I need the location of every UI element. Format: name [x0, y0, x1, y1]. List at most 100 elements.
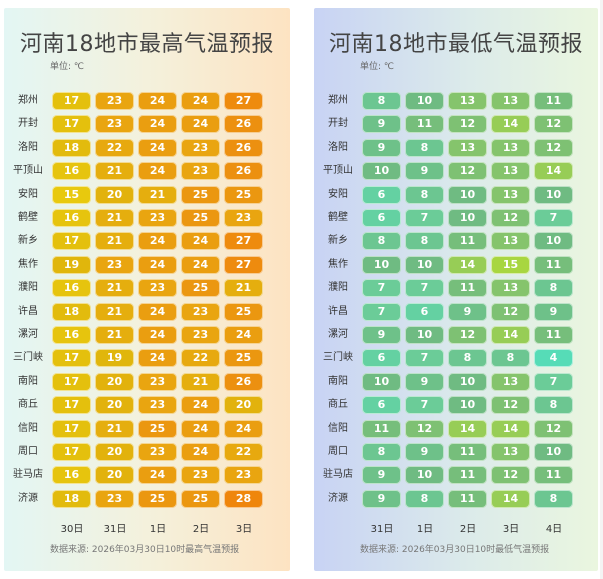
high-temp-value-cell: 23 [95, 115, 134, 134]
low-temp-city-label: 洛阳 [328, 141, 348, 153]
low-temp-value-cell: 11 [534, 466, 573, 485]
high-temp-city-label: 新乡 [18, 235, 38, 247]
low-temp-city-label: 平顶山 [323, 165, 353, 177]
low-temp-value-cell: 10 [534, 232, 573, 251]
low-temp-value-cell: 7 [405, 209, 444, 227]
high-temp-city-label: 信阳 [18, 422, 38, 434]
low-temp-value-cell: 13 [491, 372, 530, 391]
low-temp-value-cell: 6 [405, 302, 444, 321]
high-temp-value-cell: 23 [181, 302, 220, 321]
high-temp-value-cell: 23 [138, 396, 177, 415]
low-temp-value-cell: 7 [534, 209, 573, 227]
high-temp-value-cell: 20 [95, 396, 134, 415]
low-temp-value-cell: 9 [405, 443, 444, 461]
high-temp-value-cell: 21 [95, 209, 134, 227]
high-temp-value-cell: 23 [181, 326, 220, 344]
low-temp-value-cell: 14 [534, 162, 573, 181]
high-temp-value-cell: 17 [52, 115, 91, 134]
low-temp-value-cell: 8 [405, 232, 444, 251]
high-temp-value-cell: 25 [181, 279, 220, 298]
high-temp-value-cell: 24 [224, 419, 263, 438]
low-temp-value-cell: 7 [405, 396, 444, 415]
high-temp-value-cell: 17 [52, 92, 91, 110]
high-temp-value-cell: 24 [181, 255, 220, 274]
high-temp-value-cell: 22 [95, 138, 134, 157]
low-temp-value-cell: 11 [448, 489, 487, 508]
high-temp-value-cell: 21 [95, 232, 134, 251]
high-temp-value-cell: 15 [52, 185, 91, 204]
high-temp-panel: 河南18地市最高气温预报 单位: ℃ 郑州 17 23 24 24 27 开封 17 23 24 2… [4, 8, 290, 571]
low-temp-value-cell: 10 [362, 162, 401, 181]
high-temp-city-label: 焦作 [18, 258, 38, 270]
high-temp-value-cell: 27 [224, 92, 263, 110]
low-temp-city-label: 焦作 [328, 258, 348, 270]
low-temp-value-cell: 11 [448, 232, 487, 251]
high-temp-value-cell: 24 [138, 466, 177, 485]
high-temp-value-cell: 18 [52, 138, 91, 157]
low-temp-value-cell: 8 [405, 489, 444, 508]
low-temp-value-cell: 6 [362, 396, 401, 415]
low-temp-value-cell: 14 [448, 419, 487, 438]
low-temp-value-cell: 10 [405, 466, 444, 485]
low-temp-day-label: 3日 [502, 524, 520, 535]
high-temp-value-cell: 24 [181, 419, 220, 438]
high-temp-value-cell: 25 [224, 349, 263, 368]
low-temp-value-cell: 9 [362, 466, 401, 485]
high-temp-city-label: 南阳 [18, 375, 38, 387]
high-temp-value-cell: 23 [138, 443, 177, 461]
low-temp-city-label: 开封 [328, 118, 348, 130]
low-temp-value-cell: 9 [405, 372, 444, 391]
low-temp-value-cell: 12 [491, 302, 530, 321]
high-temp-value-cell: 23 [95, 92, 134, 110]
high-temp-value-cell: 24 [138, 255, 177, 274]
high-temp-value-cell: 21 [224, 279, 263, 298]
high-temp-day-label: 2日 [192, 524, 210, 535]
low-temp-city-label: 鹤壁 [328, 212, 348, 223]
high-temp-day-label: 1日 [149, 524, 167, 535]
high-temp-value-cell: 18 [52, 489, 91, 508]
high-temp-value-cell: 24 [138, 302, 177, 321]
low-temp-value-cell: 11 [448, 466, 487, 485]
high-temp-value-cell: 22 [224, 443, 263, 461]
low-temp-value-cell: 11 [405, 115, 444, 134]
low-temp-value-cell: 10 [362, 372, 401, 391]
low-temp-value-cell: 9 [448, 302, 487, 321]
high-temp-city-label: 许昌 [18, 305, 38, 317]
high-temp-value-cell: 16 [52, 209, 91, 227]
high-temp-value-cell: 23 [181, 162, 220, 181]
low-temp-value-cell: 14 [491, 115, 530, 134]
low-temp-value-cell: 7 [362, 302, 401, 321]
low-temp-city-label: 济源 [328, 492, 348, 504]
high-temp-value-cell: 21 [95, 326, 134, 344]
low-temp-value-cell: 11 [534, 255, 573, 274]
high-temp-value-cell: 24 [138, 162, 177, 181]
low-temp-value-cell: 10 [405, 92, 444, 110]
high-temp-value-cell: 27 [224, 255, 263, 274]
high-temp-value-cell: 23 [138, 372, 177, 391]
low-temp-value-cell: 13 [491, 92, 530, 110]
low-temp-value-cell: 8 [534, 279, 573, 298]
high-temp-city-label: 三门峡 [13, 352, 43, 364]
low-temp-value-cell: 12 [491, 209, 530, 227]
low-temp-day-label: 31日 [370, 524, 394, 535]
high-temp-value-cell: 20 [95, 443, 134, 461]
low-temp-value-cell: 11 [362, 419, 401, 438]
high-temp-value-cell: 24 [138, 326, 177, 344]
high-temp-value-cell: 23 [181, 138, 220, 157]
low-temp-value-cell: 12 [491, 466, 530, 485]
low-temp-value-cell: 11 [448, 443, 487, 461]
high-temp-value-cell: 19 [52, 255, 91, 274]
high-temp-value-cell: 27 [224, 232, 263, 251]
high-temp-value-cell: 26 [224, 115, 263, 134]
high-temp-city-label: 平顶山 [13, 165, 43, 177]
low-temp-value-cell: 12 [448, 115, 487, 134]
high-temp-city-label: 郑州 [18, 95, 38, 106]
low-temp-value-cell: 12 [491, 396, 530, 415]
high-temp-source: 数据来源: 2026年03月30日10时最高气温预报 [50, 545, 240, 555]
low-temp-value-cell: 10 [405, 255, 444, 274]
high-temp-city-label: 周口 [18, 446, 38, 457]
high-temp-value-cell: 21 [95, 279, 134, 298]
high-temp-title: 河南18地市最高气温预报 [20, 32, 274, 57]
low-temp-value-cell: 12 [534, 115, 573, 134]
low-temp-value-cell: 12 [534, 138, 573, 157]
